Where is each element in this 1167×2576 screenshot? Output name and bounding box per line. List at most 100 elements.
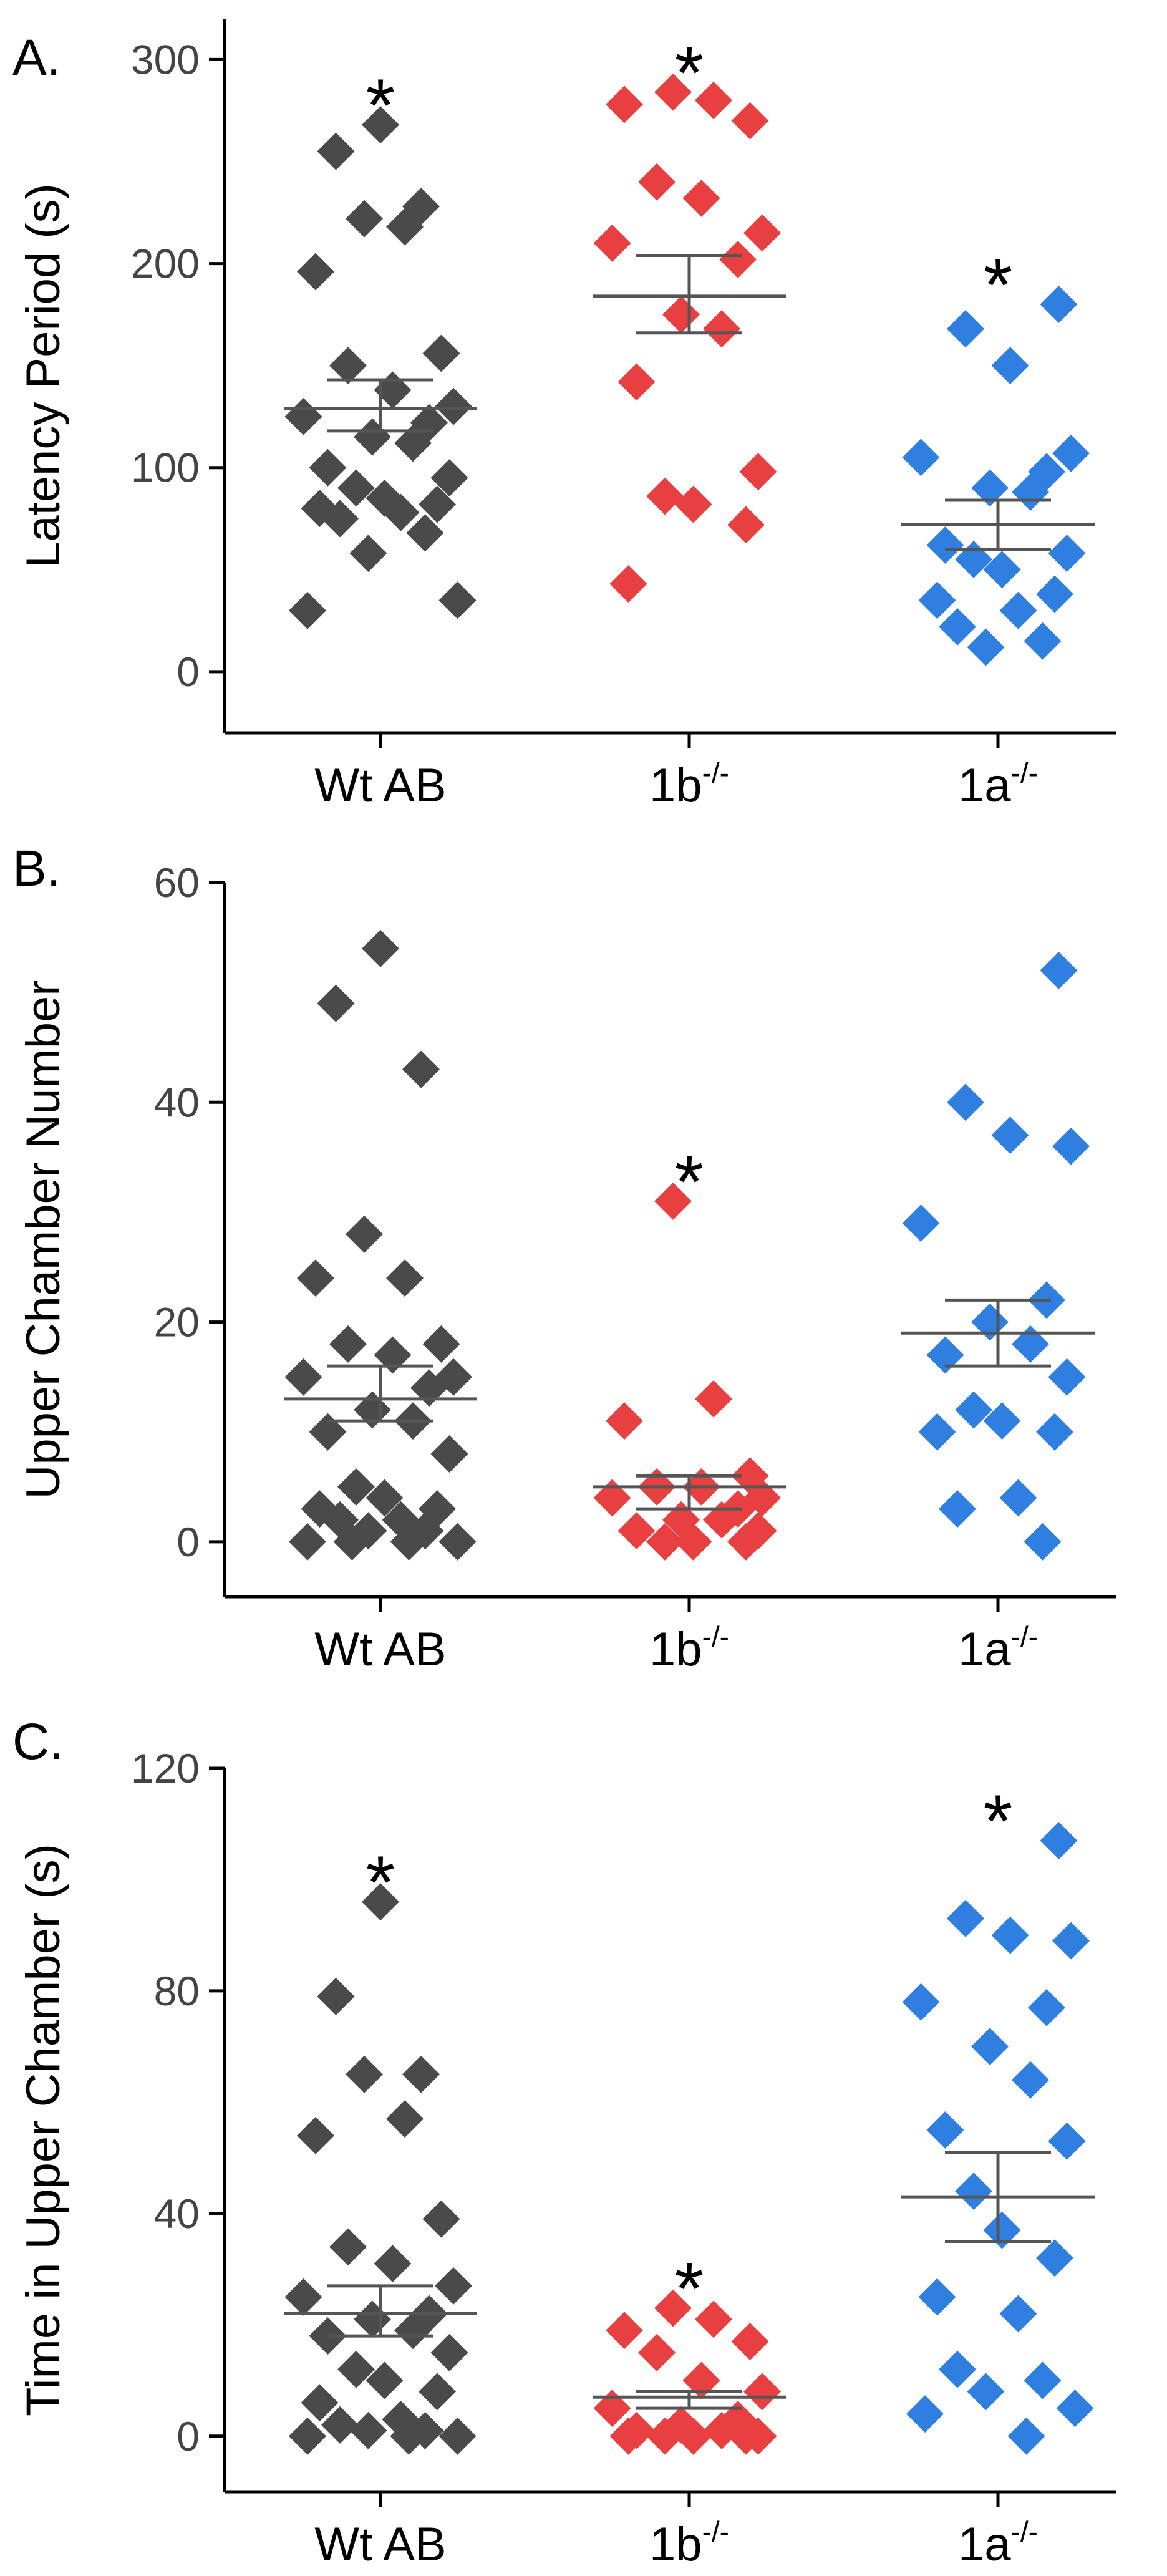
data-point [955,2172,992,2210]
data-point [284,2278,322,2316]
data-point [1048,1358,1086,1396]
data-point [991,1916,1029,1954]
data-point [354,1391,391,1429]
data-point [419,485,456,523]
data-point [430,459,468,497]
significance-star: * [675,1140,704,1224]
data-point [999,1479,1037,1517]
y-axis-title: Latency Period (s) [17,183,70,568]
data-point [1040,1822,1078,1859]
data-point [1056,2390,1094,2428]
data-point [971,1303,1009,1341]
data-point [983,551,1021,589]
data-point [374,2245,412,2283]
data-point [289,2417,326,2455]
data-point [674,2417,712,2455]
data-point [991,1116,1029,1155]
y-tick-label: 60 [154,859,200,906]
data-point [366,2361,404,2399]
data-point [646,477,684,515]
data-point [719,241,757,279]
data-point [435,2267,472,2305]
data-point [301,2384,339,2422]
data-point [362,1883,399,1921]
x-tick-label-3: 1a-/- [958,757,1038,812]
data-point [731,2323,769,2361]
data-point [394,2312,432,2350]
data-point [906,2395,944,2433]
data-point [902,438,940,477]
data-point [1052,1127,1090,1165]
y-tick-label: 80 [154,1968,200,2014]
y-axis-title: Upper Chamber Number [17,980,70,1499]
data-point [609,2417,647,2455]
data-point [609,565,647,603]
data-point [346,1215,383,1253]
significance-star: * [366,1841,395,1924]
data-point [727,506,765,544]
x-tick-label-2: 1b-/- [649,757,729,812]
data-point [430,2333,468,2371]
data-point [654,1182,692,1220]
data-point [638,163,676,201]
data-point [1024,1523,1062,1561]
data-point [354,2300,391,2338]
x-tick-label-1: Wt AB [314,1623,446,1676]
data-point [926,1336,964,1374]
data-point [321,500,359,538]
data-point [362,929,399,967]
y-tick-label: 120 [131,1745,200,1791]
significance-star: * [984,1779,1013,1863]
data-point [309,448,347,487]
data-point [695,2300,732,2338]
data-point [593,224,631,262]
x-tick-label-1: Wt AB [314,759,446,812]
y-tick-label: 0 [177,649,200,695]
data-point [382,493,420,531]
panel-1: A. 0 100 200 300 Latency Period (s) Wt AB * 1b-/… [12,19,1116,812]
data-point [983,1402,1021,1440]
data-point [967,628,1005,666]
data-point [606,85,643,123]
data-point [739,453,777,491]
data-point [438,581,477,619]
y-tick-label: 300 [131,36,200,82]
y-tick-label: 0 [177,1519,200,1565]
data-point [918,1413,956,1451]
data-point [918,2278,956,2316]
data-point [289,1523,326,1561]
data-point [695,1380,732,1418]
data-point [918,581,956,619]
data-point [971,469,1009,507]
data-point [743,214,781,252]
significance-star: * [984,243,1013,327]
data-point [983,2211,1021,2249]
data-point [1048,2122,1086,2160]
data-point [727,1523,765,1561]
data-point [646,2417,684,2455]
data-point [438,1523,477,1561]
data-point [617,363,656,401]
panel-2: B. 0 20 40 60 Upper Chamber Number Wt AB 1b-/- *… [12,840,1116,1676]
data-point [926,2111,964,2149]
data-point [1028,1988,1065,2026]
panel-label: A. [12,29,61,86]
data-point [939,608,976,646]
significance-star: * [675,31,704,115]
data-point [947,1899,984,1937]
significance-star: * [366,64,395,147]
data-point [309,1413,347,1451]
data-point [593,2390,631,2428]
x-tick-label-3: 1a-/- [958,2515,1038,2571]
y-axis-title: Time in Upper Chamber (s) [17,1844,70,2416]
data-point [430,1435,468,1473]
data-point [967,2373,1005,2411]
data-point [346,200,383,238]
data-point [386,208,424,246]
data-point [329,347,367,385]
data-point [349,535,387,573]
data-point [1007,2417,1045,2455]
data-point [902,1983,940,2021]
data-point [743,2373,781,2411]
data-point [955,1391,992,1429]
